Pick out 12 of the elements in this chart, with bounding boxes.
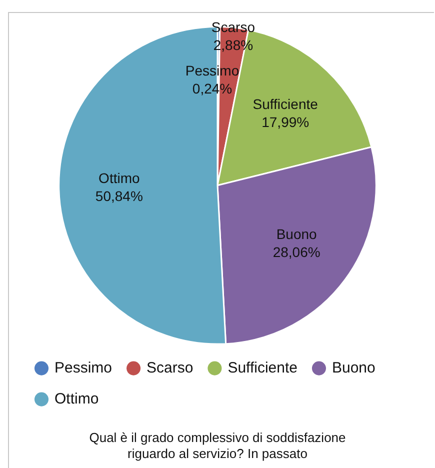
data-label: 50,84% [95,188,143,204]
slice-label: Sufficiente [252,96,318,112]
legend-label: Sufficiente [228,359,298,376]
legend-label: Pessimo [54,359,112,376]
legend-label: Scarso [146,359,194,376]
legend-label: Ottimo [54,390,99,408]
text: Qual è il grado complessivo di soddisfazione riguardo al servizio? In passato [89,430,346,461]
legend-label: Buono [332,359,376,376]
slice-label: Buono [276,226,318,242]
data-label: 28,06% [272,244,320,260]
slice-label: Ottimo [98,170,140,186]
data-label: 17,99% [262,114,310,130]
